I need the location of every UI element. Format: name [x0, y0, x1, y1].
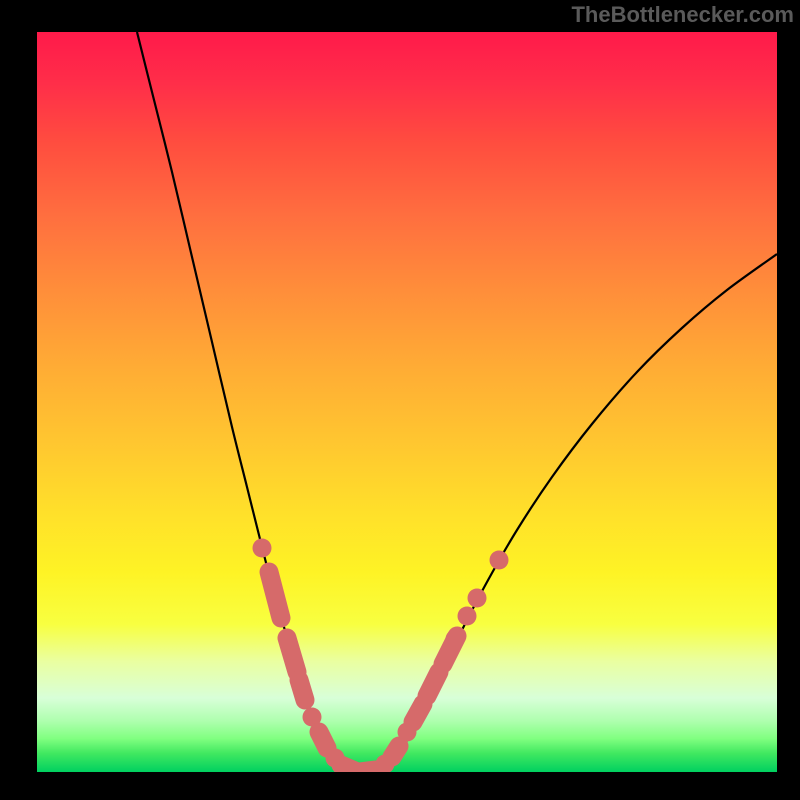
marker-dot — [490, 551, 509, 570]
marker-capsule — [299, 680, 305, 700]
marker-capsule — [427, 672, 439, 696]
marker-capsule — [319, 732, 327, 748]
watermark-text: TheBottlenecker.com — [571, 2, 794, 28]
marker-capsule — [392, 746, 399, 757]
plot-area — [37, 32, 777, 772]
v-curve — [137, 32, 777, 772]
marker-capsule — [359, 770, 375, 772]
chart-container: TheBottlenecker.com — [0, 0, 800, 800]
marker-dot — [458, 607, 477, 626]
marker-capsule — [287, 638, 297, 672]
marker-capsule — [413, 704, 423, 722]
marker-dot — [253, 539, 272, 558]
marker-capsule — [269, 572, 281, 618]
marker-dot — [446, 630, 465, 649]
marker-dot — [468, 589, 487, 608]
curve-layer — [37, 32, 777, 772]
